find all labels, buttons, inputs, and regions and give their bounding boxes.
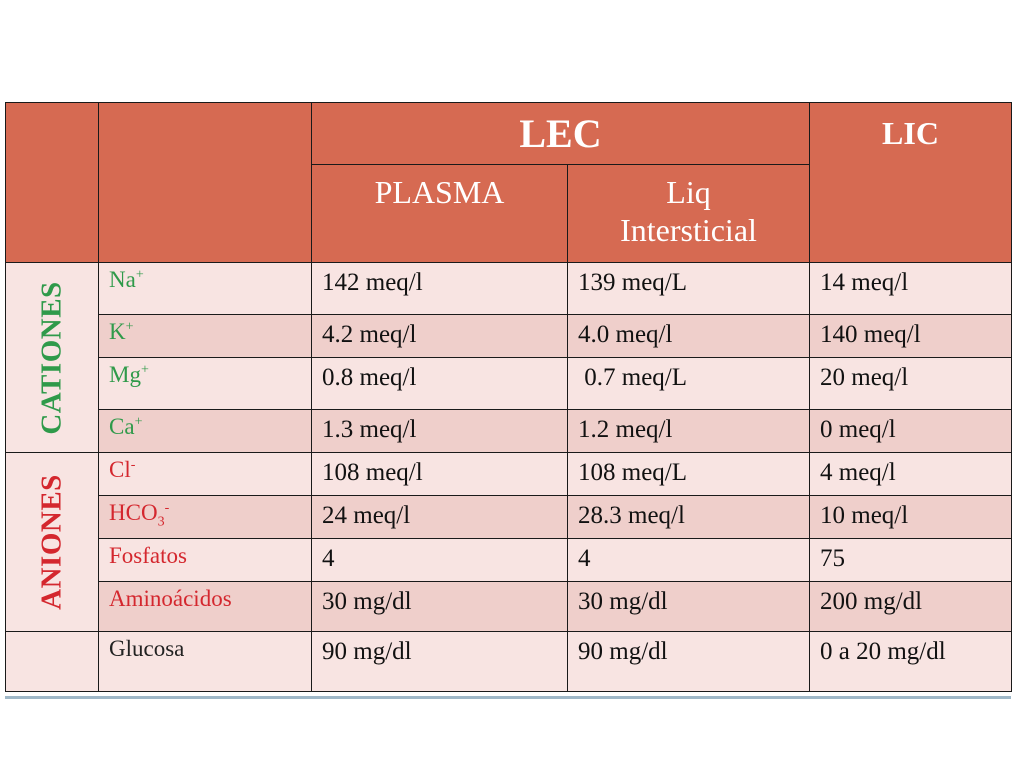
ion-cell: Cl- [98, 452, 312, 496]
lic-value: 4 meq/l [809, 452, 1012, 496]
intersticial-value: 4.0 meq/l [567, 314, 810, 358]
header-intersticial-line2: Intersticial [620, 212, 757, 248]
ion-cell: Mg+ [98, 357, 312, 410]
ion-cell: Aminoácidos [98, 581, 312, 632]
plasma-value: 30 mg/dl [311, 581, 568, 632]
lic-value: 20 meq/l [809, 357, 1012, 410]
electrolyte-table: LEC LIC PLASMA Liq Intersticial CATIONES… [5, 102, 1012, 699]
header-plasma: PLASMA [311, 164, 568, 263]
lic-value: 0 a 20 mg/dl [809, 631, 1012, 692]
table-row: Glucosa 90 mg/dl 90 mg/dl 0 a 20 mg/dl [5, 631, 1012, 692]
intersticial-value: 0.7 meq/L [567, 357, 810, 410]
intersticial-value: 28.3 meq/l [567, 495, 810, 539]
lic-value: 75 [809, 538, 1012, 582]
group-label-aniones: ANIONES [35, 474, 68, 610]
intersticial-value: 108 meq/L [567, 452, 810, 496]
ion-cell: Na+ [98, 262, 312, 315]
intersticial-value: 1.2 meq/l [567, 409, 810, 453]
table-row: Ca+ 1.3 meq/l 1.2 meq/l 0 meq/l [6, 409, 1012, 453]
lic-value: 140 meq/l [809, 314, 1012, 358]
ion-cell: K+ [98, 314, 312, 358]
header-blank-group [5, 102, 99, 263]
group-blank [5, 631, 99, 692]
ion-cell: Ca+ [98, 409, 312, 453]
table-row: K+ 4.2 meq/l 4.0 meq/l 140 meq/l [6, 314, 1012, 358]
plasma-value: 142 meq/l [311, 262, 568, 315]
table-row: ANIONES Cl- 108 meq/l 108 meq/L 4 meq/l [5, 452, 1012, 632]
lic-value: 14 meq/l [809, 262, 1012, 315]
ion-cell: Fosfatos [98, 538, 312, 582]
table-row: HCO3- 24 meq/l 28.3 meq/l 10 meq/l [6, 495, 1012, 539]
group-aniones: ANIONES [5, 452, 99, 632]
plasma-value: 4 [311, 538, 568, 582]
ion-cell: HCO3- [98, 495, 312, 539]
table-row: Fosfatos 4 4 75 [6, 538, 1012, 582]
table-row: Aminoácidos 30 mg/dl 30 mg/dl 200 mg/dl [6, 581, 1012, 632]
plasma-value: 108 meq/l [311, 452, 568, 496]
header-intersticial-line1: Liq [666, 174, 711, 210]
table-row: Mg+ 0.8 meq/l 0.7 meq/L 20 meq/l [6, 357, 1012, 410]
header-lic: LIC [809, 102, 1012, 263]
intersticial-value: 90 mg/dl [567, 631, 810, 692]
intersticial-value: 4 [567, 538, 810, 582]
group-cationes: CATIONES [5, 262, 99, 453]
plasma-value: 1.3 meq/l [311, 409, 568, 453]
header-lec: LEC [311, 102, 810, 165]
lic-value: 200 mg/dl [809, 581, 1012, 632]
ion-cell: Glucosa [98, 631, 312, 692]
plasma-value: 24 meq/l [311, 495, 568, 539]
lic-value: 0 meq/l [809, 409, 1012, 453]
header-blank-ion [98, 102, 312, 263]
group-label-cationes: CATIONES [35, 280, 68, 435]
plasma-value: 0.8 meq/l [311, 357, 568, 410]
plasma-value: 4.2 meq/l [311, 314, 568, 358]
composition-table: LEC LIC PLASMA Liq Intersticial CATIONES… [5, 102, 1012, 692]
intersticial-value: 139 meq/L [567, 262, 810, 315]
lic-value: 10 meq/l [809, 495, 1012, 539]
plasma-value: 90 mg/dl [311, 631, 568, 692]
header-intersticial: Liq Intersticial [567, 164, 810, 263]
intersticial-value: 30 mg/dl [567, 581, 810, 632]
table-row: CATIONES Na+ 142 meq/l 139 meq/L 14 meq/… [5, 262, 1012, 453]
